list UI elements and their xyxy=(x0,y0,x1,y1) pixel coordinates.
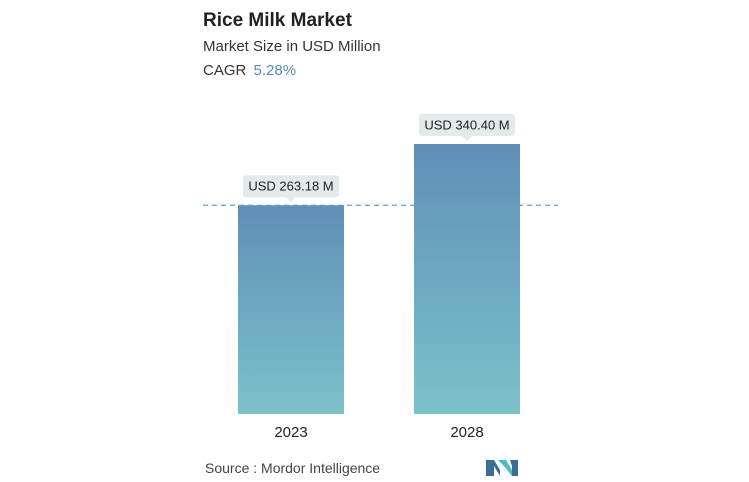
bar-2028 xyxy=(414,144,520,414)
data-label-pointer xyxy=(462,136,472,141)
cagr-line: CAGR 5.28% xyxy=(203,62,296,79)
data-label-text: USD 263.18 M xyxy=(248,179,333,194)
x-tick-label: 2028 xyxy=(450,424,483,441)
data-label-text: USD 340.40 M xyxy=(424,118,509,133)
mordor-intelligence-logo-icon xyxy=(486,460,518,476)
cagr-value: 5.28% xyxy=(253,62,297,79)
source-label: Source : xyxy=(205,460,258,476)
bar-2023 xyxy=(238,205,344,414)
data-label-pointer xyxy=(286,197,296,203)
chart-title: Rice Milk Market xyxy=(203,10,352,31)
data-label: USD 340.40 M xyxy=(419,114,515,141)
x-tick-label: 2023 xyxy=(274,424,307,441)
source-line: Source : Mordor Intelligence xyxy=(205,460,380,476)
data-label: USD 263.18 M xyxy=(243,175,339,203)
chart-subtitle: Market Size in USD Million xyxy=(203,38,381,55)
source-name: Mordor Intelligence xyxy=(261,460,381,476)
data-label-box xyxy=(419,114,515,136)
data-label-box xyxy=(243,175,339,198)
cagr-label: CAGR xyxy=(203,62,247,79)
